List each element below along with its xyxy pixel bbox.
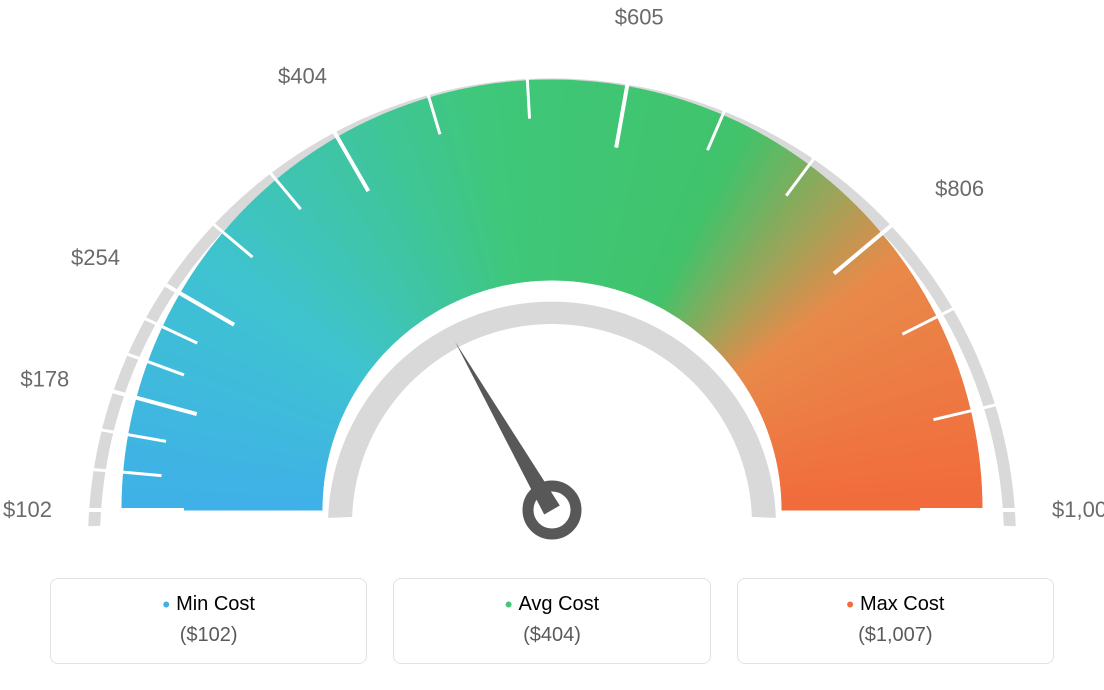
- legend-min-title: • Min Cost: [61, 593, 356, 616]
- gauge-chart-container: $102 $178 $254 $404 $605 $806 $1,007 • Min Cost…: [0, 0, 1104, 690]
- gauge-tick-label: $1,007: [1052, 497, 1104, 522]
- legend-row: •Min Cost ($102) •Avg Cost ($404) •Max C…: [50, 578, 1054, 664]
- legend-max-value: ($1,007): [748, 624, 1043, 647]
- legend-min-label: Min Cost: [176, 593, 255, 615]
- legend-max-label: Max Cost: [860, 593, 944, 615]
- legend-avg-label: Avg Cost: [518, 593, 599, 615]
- legend-max-title: • Max Cost: [748, 593, 1043, 616]
- legend-max: • Max Cost ($1,007): [737, 578, 1054, 664]
- gauge: $102 $178 $254 $404 $605 $806 $1,007: [0, 0, 1104, 560]
- legend-avg-title: •Avg Cost: [404, 593, 699, 616]
- dot-icon: •: [505, 592, 513, 617]
- legend-min-value: ($102): [61, 624, 356, 647]
- gauge-tick-label: $254: [71, 245, 120, 270]
- gauge-tick-label: $605: [615, 5, 664, 30]
- gauge-tick-label: $404: [278, 64, 327, 89]
- dot-icon: •: [162, 592, 170, 617]
- legend-min: • Min Cost ($102): [50, 578, 367, 664]
- dot-icon: •: [846, 592, 854, 617]
- gauge-arc: [122, 80, 982, 510]
- gauge-tick-label: $102: [3, 497, 52, 522]
- gauge-tick-label: $806: [935, 176, 984, 201]
- legend-avg: •Avg Cost ($404): [393, 578, 710, 664]
- legend-avg-value: ($404): [404, 624, 699, 647]
- gauge-tick-label: $178: [20, 367, 69, 392]
